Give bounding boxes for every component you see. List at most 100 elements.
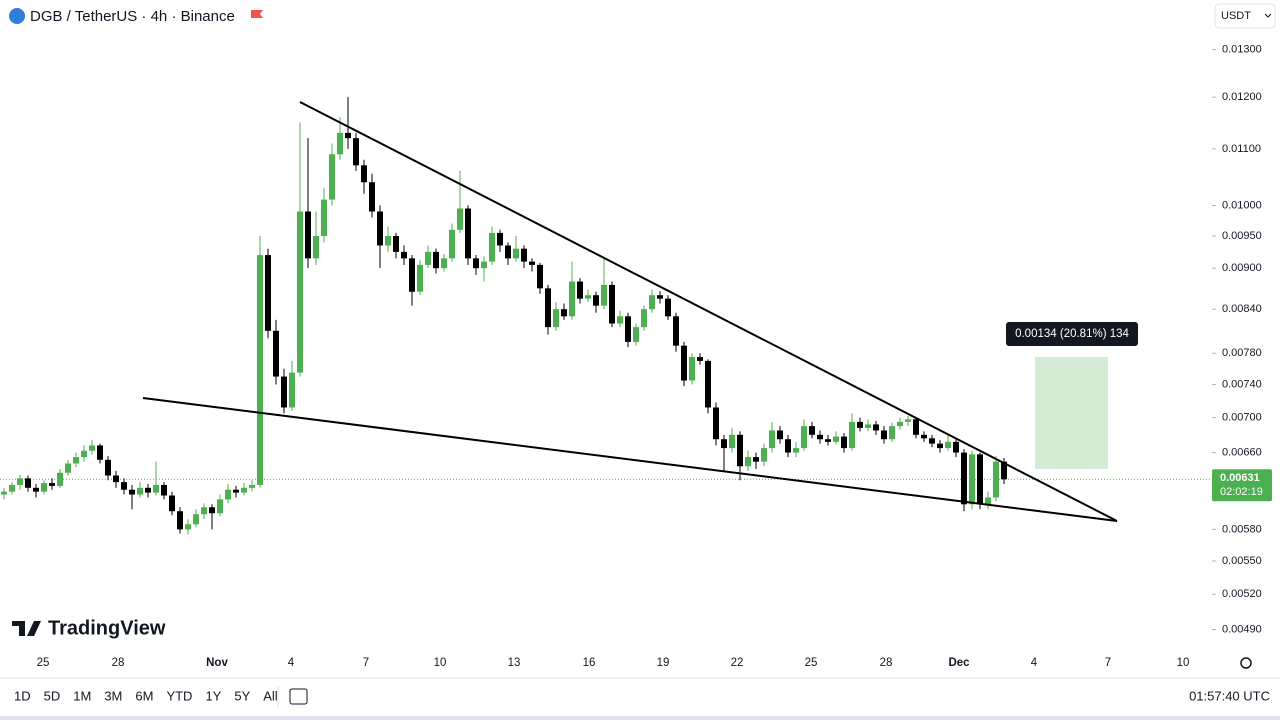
candle-body <box>729 434 735 449</box>
candle-body <box>241 487 247 493</box>
candle-body <box>1 491 7 495</box>
candle-body <box>297 211 303 373</box>
candle-body <box>337 132 343 155</box>
candle-body <box>345 132 351 139</box>
candle-body <box>809 426 815 435</box>
symbol-title: DGB / TetherUS · 4h · Binance <box>30 8 235 25</box>
candle-body <box>833 436 839 442</box>
candle-body <box>937 443 943 449</box>
candle-body <box>401 251 407 259</box>
candle-body <box>817 434 823 440</box>
candle-body <box>225 489 231 500</box>
range-button[interactable]: 1M <box>73 688 91 703</box>
candle-body <box>873 424 879 431</box>
candle-body <box>129 489 135 495</box>
candle-body <box>921 434 927 439</box>
candle-body <box>545 288 551 328</box>
last-price-box <box>1212 469 1272 502</box>
candle-body <box>745 457 751 467</box>
candle-body <box>425 251 431 265</box>
range-button[interactable]: 6M <box>135 688 153 703</box>
candle-body <box>169 495 175 512</box>
y-tick-label: 0.01200 <box>1222 91 1262 103</box>
dropdown-caret[interactable] <box>1264 13 1272 18</box>
candle-body <box>857 421 863 428</box>
candle-body <box>601 284 607 306</box>
y-tick-label: 0.00660 <box>1222 446 1262 458</box>
candle-body <box>665 298 671 317</box>
candle-body <box>393 236 399 252</box>
candle-body <box>705 360 711 408</box>
candle-body <box>969 454 975 505</box>
date-range-icon[interactable] <box>289 688 308 705</box>
candle-body <box>737 434 743 467</box>
range-button[interactable]: 3M <box>104 688 122 703</box>
candle-body <box>153 484 159 493</box>
x-tick-label: 25 <box>805 657 818 669</box>
candle-body <box>9 484 15 492</box>
range-button[interactable]: 1Y <box>205 688 221 703</box>
projection-box <box>1035 357 1108 469</box>
range-button[interactable]: 1D <box>14 688 31 703</box>
candle-body <box>777 430 783 440</box>
x-tick-label: Dec <box>948 657 970 669</box>
candle-body <box>881 430 887 440</box>
candle-body <box>57 472 63 486</box>
candle-body <box>209 507 215 514</box>
flag-icon <box>251 10 263 18</box>
plot-area <box>0 97 1212 535</box>
candle-body <box>849 421 855 449</box>
candle-body <box>113 475 119 483</box>
candle-body <box>697 357 703 361</box>
candle-body <box>513 248 519 259</box>
candle-body <box>201 507 207 515</box>
candle-body <box>361 165 367 183</box>
candle-body <box>257 255 263 485</box>
range-button[interactable]: 5Y <box>234 688 250 703</box>
candle-body <box>137 487 143 495</box>
candle-body <box>417 264 423 292</box>
range-button[interactable]: YTD <box>166 688 192 703</box>
candle-body <box>409 258 415 292</box>
candle-body <box>865 424 871 428</box>
candle-body <box>649 295 655 310</box>
y-tick-label: 0.00900 <box>1222 262 1262 274</box>
candle-body <box>689 357 695 381</box>
candle-body <box>905 419 911 422</box>
measure-label: 0.00134 (20.81%) 134 <box>1015 328 1129 340</box>
currency-label[interactable]: USDT <box>1221 10 1251 22</box>
symbol-icon <box>9 8 25 24</box>
candle-body <box>673 316 679 346</box>
candle-body <box>433 251 439 269</box>
candle-body <box>121 482 127 490</box>
candle-body <box>49 483 55 486</box>
candle-body <box>521 248 527 262</box>
candle-body <box>289 372 295 408</box>
candle-body <box>457 208 463 230</box>
candle-body <box>585 295 591 299</box>
x-tick-label: 22 <box>731 657 744 669</box>
x-tick-label: 28 <box>112 657 125 669</box>
range-button[interactable]: All <box>263 688 278 703</box>
candle-body <box>945 441 951 449</box>
candle-body <box>385 236 391 246</box>
candle-body <box>961 452 967 505</box>
candle-body <box>161 484 167 496</box>
candle-body <box>561 309 567 317</box>
candle-body <box>497 232 503 246</box>
candle-body <box>321 199 327 237</box>
currency-select[interactable] <box>1214 3 1276 29</box>
y-tick-label: 0.01100 <box>1222 143 1261 155</box>
candle-body <box>681 345 687 381</box>
x-tick-label: 25 <box>37 657 50 669</box>
candle-body <box>97 445 103 460</box>
x-tick-label: 7 <box>363 657 369 669</box>
candle-body <box>577 281 583 299</box>
settings-icon[interactable] <box>1240 657 1252 669</box>
countdown-label: 02:02:19 <box>1220 486 1263 498</box>
candle-body <box>465 208 471 259</box>
range-button[interactable]: 5D <box>44 688 61 703</box>
candle-body <box>889 426 895 440</box>
candle-body <box>353 138 359 166</box>
candle-body <box>609 284 615 324</box>
